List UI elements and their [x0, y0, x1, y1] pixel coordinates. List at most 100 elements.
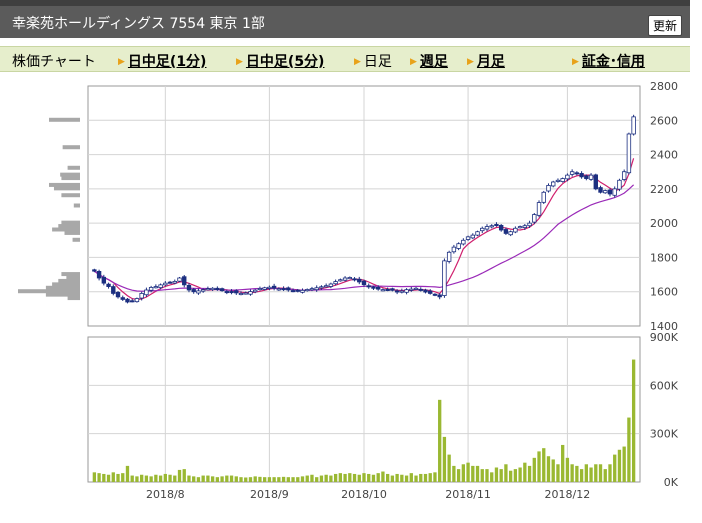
volume-tick-label: 0K [664, 476, 679, 489]
candle-body [598, 187, 603, 193]
volume-bar [523, 462, 527, 482]
tab-margin-credit[interactable]: ▶ 証金･信用 [572, 51, 645, 71]
candle-body [106, 283, 111, 287]
candle-body [527, 222, 532, 227]
volume-profile-bar [49, 117, 80, 122]
volume-bar [92, 472, 97, 482]
candle-body [196, 290, 201, 294]
candle-body [352, 278, 357, 281]
arrow-right-icon: ▶ [410, 57, 417, 67]
candle-body [432, 293, 438, 296]
volume-bar [187, 475, 191, 482]
candle-body [489, 225, 494, 228]
volume-profile-bar [52, 282, 80, 287]
candle-body [286, 287, 291, 291]
volume-profile-bar [66, 275, 80, 280]
volume-bar [352, 473, 357, 482]
tab-label: 証金･信用 [581, 54, 645, 70]
candle-body [409, 288, 414, 291]
volume-bar [475, 465, 480, 482]
volume-profile-bar [61, 176, 80, 181]
title-bar: 幸楽苑ホールディングス 7554 東京 1部 更新 [0, 0, 690, 38]
volume-bar [589, 467, 593, 482]
candle-body [139, 293, 144, 299]
candle-body [560, 178, 565, 182]
volume-bar [546, 456, 551, 482]
candle-body [314, 287, 319, 291]
volume-bar [338, 473, 343, 482]
volume-bar [561, 444, 565, 482]
candle-body [153, 286, 159, 289]
volume-bar [144, 475, 149, 482]
candle-body [446, 251, 452, 262]
volume-profile-bar [45, 285, 80, 290]
chart-tab-bar: 株価チャート ▶ 日中足(1分) ▶ 日中足(5分) ▶ 日足 ▶ 週足 ▶ 月足 ▶ 証金… [0, 46, 690, 72]
tab-daily: ▶ 日足 [354, 51, 392, 71]
candle-body [167, 281, 173, 284]
tab-label: 日中足(1分) [127, 54, 207, 70]
volume-profile-bar [62, 145, 80, 150]
candle-body [546, 185, 551, 192]
volume-bar [447, 454, 451, 482]
volume-bar [390, 475, 395, 482]
volume-bar [343, 473, 347, 482]
candle-body [148, 287, 154, 291]
candle-body [290, 290, 296, 293]
volume-bar [371, 474, 376, 482]
volume-bar [542, 448, 546, 482]
volume-profile-bar [18, 289, 80, 294]
volume-bar [527, 465, 532, 482]
candle-body [130, 300, 135, 303]
volume-bar [154, 474, 158, 482]
candle-body [588, 174, 594, 180]
volume-bar [575, 465, 579, 482]
volume-bar [598, 464, 603, 482]
volume-bar [239, 477, 243, 482]
candle-body [219, 288, 225, 292]
candle-body [565, 174, 570, 180]
price-tick-label: 1400 [650, 320, 678, 333]
tab-weekly[interactable]: ▶ 週足 [410, 51, 448, 71]
volume-bar [423, 473, 428, 482]
volume-bar [537, 451, 541, 482]
volume-bar [168, 474, 172, 482]
volume-bar [296, 477, 300, 482]
stock-title: 幸楽苑ホールディングス 7554 東京 1部 [12, 16, 265, 32]
volume-bar [116, 473, 120, 482]
volume-bar [111, 472, 115, 482]
refresh-button[interactable]: 更新 [647, 15, 682, 36]
volume-bar [438, 399, 442, 482]
candle-body [234, 290, 239, 294]
volume-bar [419, 473, 423, 482]
candle-body [593, 174, 598, 190]
candle-body [607, 189, 613, 195]
volume-bar [404, 475, 409, 482]
candle-body [399, 290, 405, 293]
tab-monthly[interactable]: ▶ 月足 [467, 51, 505, 71]
volume-bar [281, 476, 286, 482]
volume-bar [220, 476, 224, 482]
volume-bar [367, 473, 371, 482]
volume-profile-bar [58, 224, 80, 229]
candle-body [371, 286, 376, 289]
candle-body [309, 288, 315, 291]
candle-body [522, 225, 528, 228]
grid-lines [88, 86, 640, 482]
volume-profile-bar [52, 227, 80, 232]
tab-intraday-5min[interactable]: ▶ 日中足(5分) [236, 51, 324, 71]
tab-intraday-1min[interactable]: ▶ 日中足(1分) [118, 51, 206, 71]
volume-bar [494, 467, 499, 482]
volume-bar [385, 473, 390, 482]
volume-bar [466, 462, 470, 482]
volume-bar [333, 473, 338, 482]
candle-body [101, 276, 107, 284]
volume-profile-bar [67, 165, 80, 170]
candle-body [461, 239, 466, 245]
volume-bar [627, 417, 631, 482]
candle-body [144, 289, 149, 296]
candle-body [569, 171, 575, 175]
candle-body [191, 289, 196, 293]
volume-profile-bar [60, 172, 80, 177]
volume-tick-label: 300K [650, 428, 679, 441]
